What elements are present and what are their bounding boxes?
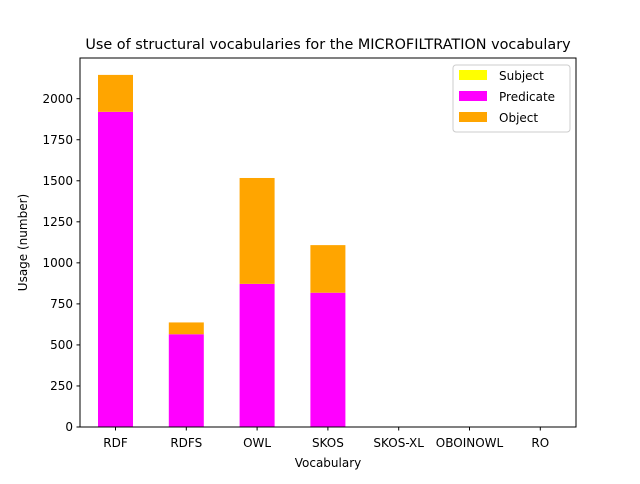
x-tick-label: SKOS-XL	[373, 436, 424, 450]
bar-predicate-owl	[239, 283, 275, 427]
chart-title: Use of structural vocabularies for the M…	[85, 37, 571, 53]
y-tick-label: 1500	[42, 174, 73, 188]
plot-frame	[79, 57, 577, 428]
legend: Subject Predicate Object	[452, 64, 571, 133]
y-tick-label: 750	[50, 297, 73, 311]
y-tick-label: 250	[50, 379, 73, 393]
legend-label-subject: Subject	[499, 69, 544, 83]
y-tick-label: 0	[65, 420, 73, 434]
legend-swatch-subject	[459, 70, 487, 80]
x-tick-label: RO	[531, 436, 549, 450]
legend-swatch-object	[459, 112, 487, 122]
y-axis-label: Usage (number)	[16, 194, 30, 291]
bar-object-rdf	[98, 74, 133, 112]
bar-predicate-skos	[310, 292, 346, 427]
bar-object-skos	[310, 245, 346, 293]
bar-object-rdfs	[168, 322, 204, 335]
y-tick-label: 1000	[42, 256, 73, 270]
y-tick-label: 2000	[42, 92, 73, 106]
legend-label-predicate: Predicate	[499, 90, 555, 104]
y-tick-label: 500	[50, 338, 73, 352]
x-tick-label: RDF	[103, 436, 128, 450]
legend-label-object: Object	[499, 111, 538, 125]
x-tick-label: RDFS	[170, 436, 202, 450]
legend-swatch-predicate	[459, 91, 487, 101]
bar-predicate-rdf	[98, 111, 133, 427]
bars-layer	[98, 74, 346, 427]
y-axis: 0 250 500 750 1000 1250 1500 1750 2000	[42, 92, 80, 434]
x-axis: RDF RDFS OWL SKOS SKOS-XL OBOINOWL RO	[103, 427, 549, 450]
bar-predicate-rdfs	[168, 334, 204, 427]
x-axis-label: Vocabulary	[295, 456, 362, 470]
x-tick-label: OWL	[243, 436, 271, 450]
bar-object-owl	[239, 177, 275, 284]
y-tick-label: 1750	[42, 133, 73, 147]
y-tick-label: 1250	[42, 215, 73, 229]
x-tick-label: OBOINOWL	[436, 436, 504, 450]
x-tick-label: SKOS	[312, 436, 344, 450]
